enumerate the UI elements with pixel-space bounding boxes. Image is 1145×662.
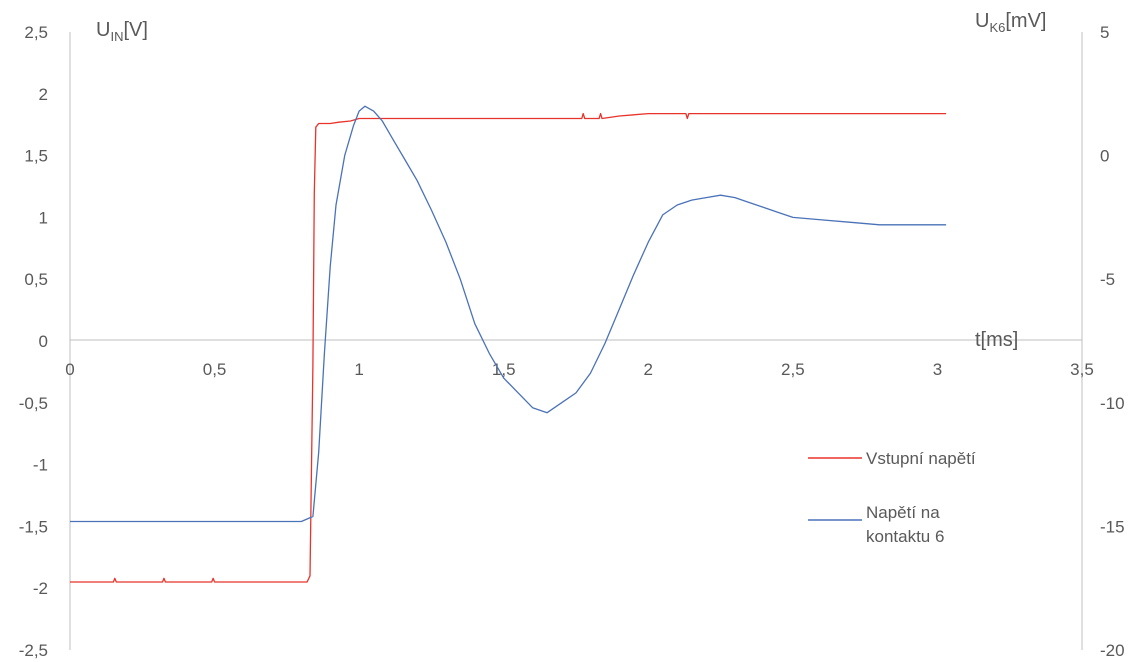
y-axis-left-title-sub: IN: [110, 29, 123, 44]
y-right-tick-label: -10: [1100, 394, 1125, 413]
y-axis-right-title-main: U: [975, 10, 989, 32]
series-line-input-voltage: [70, 112, 947, 583]
y-left-tick-label: 0,5: [24, 270, 48, 289]
y-left-tick-label: 1: [39, 208, 48, 227]
legend-item-contact-voltage: Napětí na kontaktu 6: [808, 503, 944, 546]
y-right-tick-label: 0: [1100, 147, 1109, 166]
y-axis-left-title-main: U: [96, 19, 110, 41]
legend: Vstupní napětí Napětí na kontaktu 6: [808, 449, 976, 546]
x-tick-label: 2: [644, 360, 653, 379]
y-axis-right-title-unit: [mV]: [1005, 10, 1046, 32]
y-left-tick-label: 2,5: [24, 23, 48, 42]
x-tick-label: 0,5: [203, 360, 227, 379]
y-right-tick-label: 5: [1100, 23, 1109, 42]
y-left-tick-label: -1,5: [19, 517, 48, 536]
series-layer: [70, 105, 947, 583]
legend-item-input-voltage: Vstupní napětí: [808, 449, 976, 468]
y-axis-left-title: UIN[V]: [96, 19, 148, 44]
x-tick-label: 1,5: [492, 360, 516, 379]
y-left-tick-label: 1,5: [24, 147, 48, 166]
y-left-tick-label: -0,5: [19, 394, 48, 413]
y-left-tick-label: -2: [33, 579, 48, 598]
y-left-tick-label: -1: [33, 456, 48, 475]
x-tick-label: 1: [354, 360, 363, 379]
legend-label-contact-voltage: Napětí na kontaktu 6: [866, 503, 944, 546]
y-left-tick-label: -2,5: [19, 641, 48, 660]
y-axis-right-title-sub: K6: [989, 20, 1005, 35]
x-axis-title: t[ms]: [975, 329, 1018, 351]
y-axis-left-ticks: 2,5 2 1,5 1 0,5 0 -0,5 -1 -1,5 -2 -2,5: [19, 23, 48, 660]
legend-label-input-voltage: Vstupní napětí: [866, 449, 976, 468]
x-tick-label: 3,5: [1070, 360, 1094, 379]
x-tick-label: 0: [65, 360, 74, 379]
axes: [69, 32, 1083, 650]
y-axis-right-ticks: 5 0 -5 -10 -15 -20: [1100, 23, 1125, 660]
series-line-contact-voltage: [70, 105, 947, 523]
y-axis-right-title: UK6[mV]: [975, 10, 1046, 35]
y-left-tick-label: 0: [39, 332, 48, 351]
y-left-tick-label: 2: [39, 85, 48, 104]
y-right-tick-label: -20: [1100, 641, 1125, 660]
y-axis-left-title-unit: [V]: [123, 19, 147, 41]
y-right-tick-label: -15: [1100, 517, 1125, 536]
y-right-tick-label: -5: [1100, 270, 1115, 289]
x-axis-ticks: 0 0,5 1 1,5 2 2,5 3 3,5: [65, 360, 1094, 379]
x-tick-label: 2,5: [781, 360, 805, 379]
x-tick-label: 3: [933, 360, 942, 379]
